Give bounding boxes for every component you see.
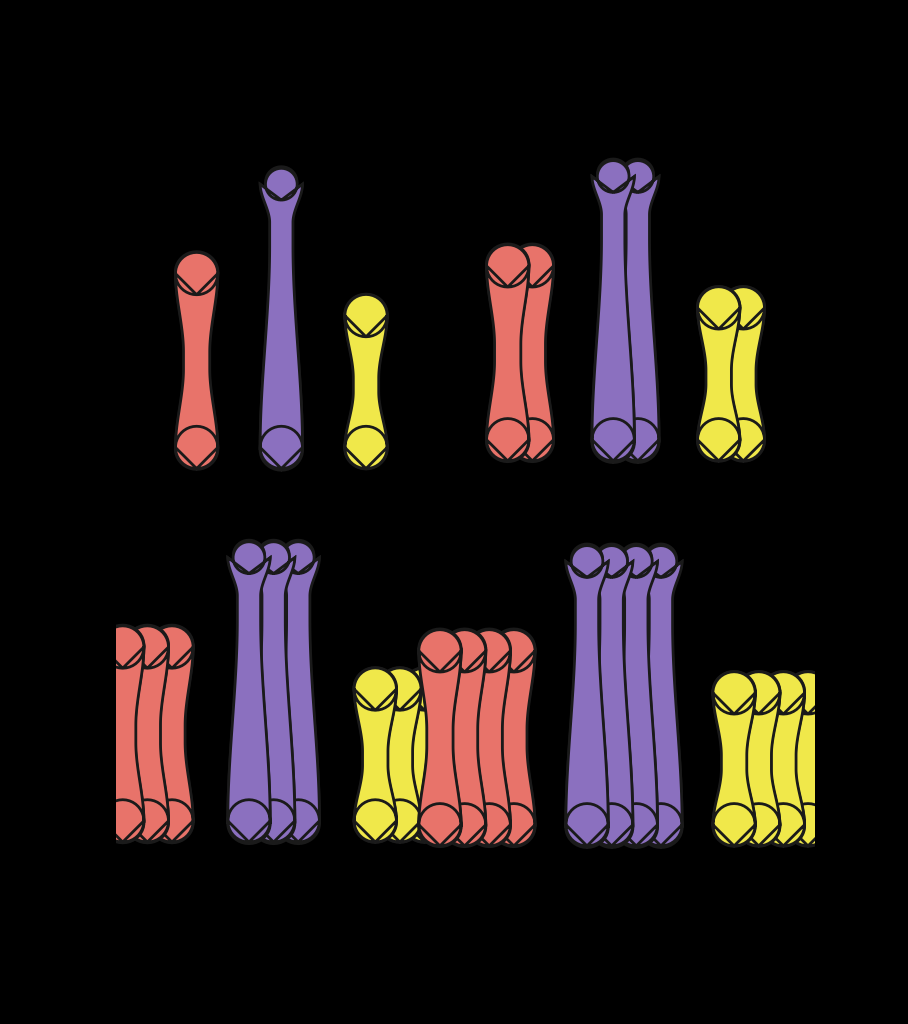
Polygon shape — [228, 542, 271, 842]
Polygon shape — [261, 168, 302, 469]
Polygon shape — [615, 546, 657, 846]
Polygon shape — [276, 539, 321, 845]
Polygon shape — [277, 542, 320, 842]
Polygon shape — [589, 543, 635, 849]
Polygon shape — [402, 667, 448, 844]
Polygon shape — [419, 630, 461, 846]
Polygon shape — [787, 672, 829, 846]
Polygon shape — [468, 630, 510, 846]
Polygon shape — [226, 539, 271, 845]
Polygon shape — [418, 628, 462, 848]
Polygon shape — [761, 670, 806, 848]
Polygon shape — [174, 250, 219, 471]
Polygon shape — [721, 285, 766, 463]
Polygon shape — [126, 626, 169, 842]
Polygon shape — [697, 287, 740, 461]
Polygon shape — [592, 161, 635, 461]
Polygon shape — [354, 668, 397, 842]
Polygon shape — [442, 628, 488, 848]
Polygon shape — [617, 161, 659, 461]
Polygon shape — [343, 293, 389, 470]
Polygon shape — [102, 626, 143, 842]
Polygon shape — [565, 543, 609, 849]
Polygon shape — [696, 285, 741, 463]
Polygon shape — [403, 668, 446, 842]
Polygon shape — [467, 628, 512, 848]
Polygon shape — [345, 295, 387, 469]
Polygon shape — [616, 158, 660, 464]
Polygon shape — [443, 630, 486, 846]
Polygon shape — [614, 543, 659, 849]
Polygon shape — [149, 624, 194, 844]
Polygon shape — [566, 546, 608, 846]
Polygon shape — [251, 539, 296, 845]
Polygon shape — [151, 626, 193, 842]
Polygon shape — [485, 243, 530, 463]
Polygon shape — [590, 546, 633, 846]
Polygon shape — [712, 670, 756, 848]
Polygon shape — [640, 546, 682, 846]
Polygon shape — [511, 245, 554, 461]
Polygon shape — [509, 243, 555, 463]
Polygon shape — [736, 670, 782, 848]
Polygon shape — [737, 672, 780, 846]
Polygon shape — [377, 667, 422, 844]
Polygon shape — [590, 158, 636, 464]
Polygon shape — [491, 628, 537, 848]
Polygon shape — [352, 667, 398, 844]
Polygon shape — [379, 668, 421, 842]
Polygon shape — [762, 672, 804, 846]
Polygon shape — [785, 670, 831, 848]
Polygon shape — [252, 542, 295, 842]
Polygon shape — [638, 543, 684, 849]
Polygon shape — [713, 672, 755, 846]
Polygon shape — [259, 165, 304, 472]
Polygon shape — [124, 624, 170, 844]
Polygon shape — [487, 245, 528, 461]
Polygon shape — [100, 624, 145, 844]
Polygon shape — [722, 287, 765, 461]
Polygon shape — [493, 630, 535, 846]
Polygon shape — [175, 252, 218, 469]
